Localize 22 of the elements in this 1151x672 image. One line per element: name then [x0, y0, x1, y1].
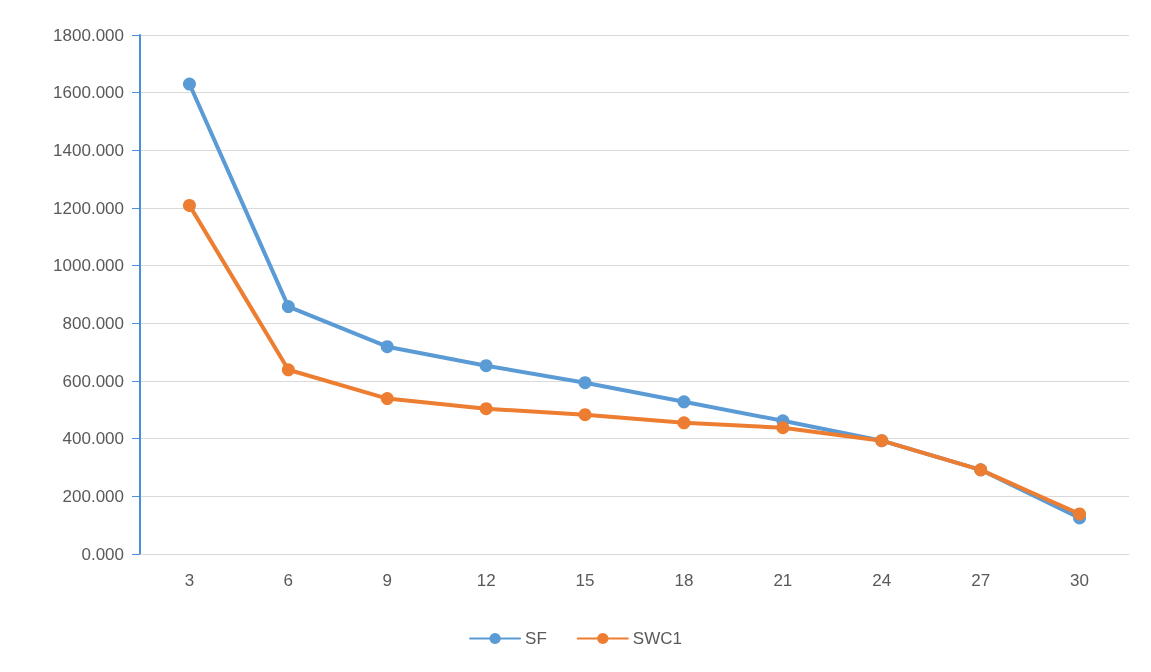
x-tick-label: 18: [674, 571, 694, 590]
y-tick-label: 800.000: [62, 313, 124, 333]
x-tick-label: 24: [872, 571, 892, 590]
x-tick-label: 6: [283, 571, 294, 590]
x-tick-label: 3: [184, 571, 195, 590]
x-tick-label: 15: [575, 571, 595, 590]
y-tick-label: 1000.000: [53, 256, 124, 276]
legend-label: SWC1: [632, 629, 682, 648]
y-tick-label: 1800.000: [53, 25, 124, 45]
x-tick-label: 12: [476, 571, 496, 590]
x-tick-label: 9: [382, 571, 392, 590]
y-tick-label: 200.000: [62, 486, 124, 506]
y-tick-label: 0.000: [81, 544, 124, 564]
legend-label: SF: [525, 629, 547, 648]
y-tick-label: 400.000: [62, 429, 124, 449]
x-tick-label: 27: [971, 571, 991, 590]
x-tick-label: 21: [773, 571, 793, 590]
x-tick-label: 30: [1070, 571, 1090, 590]
y-tick-label: 600.000: [62, 371, 124, 391]
y-tick-label: 1200.000: [53, 198, 124, 218]
y-tick-label: 1400.000: [53, 140, 124, 160]
y-tick-label: 1600.000: [53, 83, 124, 103]
